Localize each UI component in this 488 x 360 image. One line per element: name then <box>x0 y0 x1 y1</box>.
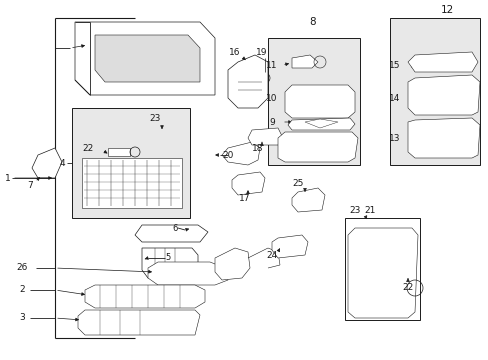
Polygon shape <box>247 128 282 145</box>
Text: 19: 19 <box>256 48 267 57</box>
Text: 15: 15 <box>388 60 400 69</box>
Text: 6: 6 <box>172 224 177 233</box>
Polygon shape <box>75 22 215 95</box>
Bar <box>345 218 419 320</box>
Polygon shape <box>407 52 477 72</box>
Text: 25: 25 <box>292 179 303 188</box>
Text: 22: 22 <box>402 284 413 292</box>
Text: 10: 10 <box>265 94 277 103</box>
Polygon shape <box>287 118 354 130</box>
Polygon shape <box>231 172 264 195</box>
Polygon shape <box>305 119 337 128</box>
Text: 8: 8 <box>309 17 316 27</box>
Text: 9: 9 <box>268 117 274 126</box>
Bar <box>294 90 347 115</box>
Text: 13: 13 <box>388 134 400 143</box>
Polygon shape <box>285 85 354 118</box>
Polygon shape <box>85 285 204 308</box>
Text: 7: 7 <box>27 180 33 189</box>
Text: 11: 11 <box>265 60 277 69</box>
Text: 3: 3 <box>19 314 25 323</box>
Bar <box>72 108 190 218</box>
Text: 14: 14 <box>388 94 400 103</box>
Polygon shape <box>215 248 249 280</box>
Polygon shape <box>148 262 227 285</box>
Polygon shape <box>407 75 479 115</box>
Text: 21: 21 <box>364 206 375 215</box>
Text: 22: 22 <box>82 144 93 153</box>
Text: 4: 4 <box>59 158 65 167</box>
Polygon shape <box>95 35 200 82</box>
Polygon shape <box>135 225 207 242</box>
Polygon shape <box>142 248 198 278</box>
Text: 16: 16 <box>229 48 240 57</box>
Bar <box>267 38 359 165</box>
Polygon shape <box>347 228 417 318</box>
Polygon shape <box>291 55 317 68</box>
Polygon shape <box>227 55 267 108</box>
Text: 23: 23 <box>149 113 161 122</box>
Polygon shape <box>407 118 479 158</box>
Bar <box>389 18 479 165</box>
Polygon shape <box>278 132 357 162</box>
Text: 1: 1 <box>5 174 11 183</box>
Polygon shape <box>222 142 260 165</box>
Polygon shape <box>32 148 62 178</box>
Polygon shape <box>291 188 325 212</box>
Text: 26: 26 <box>16 264 28 273</box>
Bar <box>108 148 130 156</box>
Text: 24: 24 <box>266 251 277 260</box>
Text: 2: 2 <box>19 285 25 294</box>
Polygon shape <box>78 310 200 335</box>
Text: 20: 20 <box>222 150 233 159</box>
Polygon shape <box>271 235 307 258</box>
Text: 23: 23 <box>348 206 360 215</box>
Text: 18: 18 <box>252 144 263 153</box>
Text: 5: 5 <box>165 253 170 262</box>
Bar <box>235 75 262 100</box>
Bar <box>357 238 407 308</box>
Text: 12: 12 <box>440 5 453 15</box>
Text: 17: 17 <box>239 194 250 202</box>
Bar <box>82 158 182 208</box>
